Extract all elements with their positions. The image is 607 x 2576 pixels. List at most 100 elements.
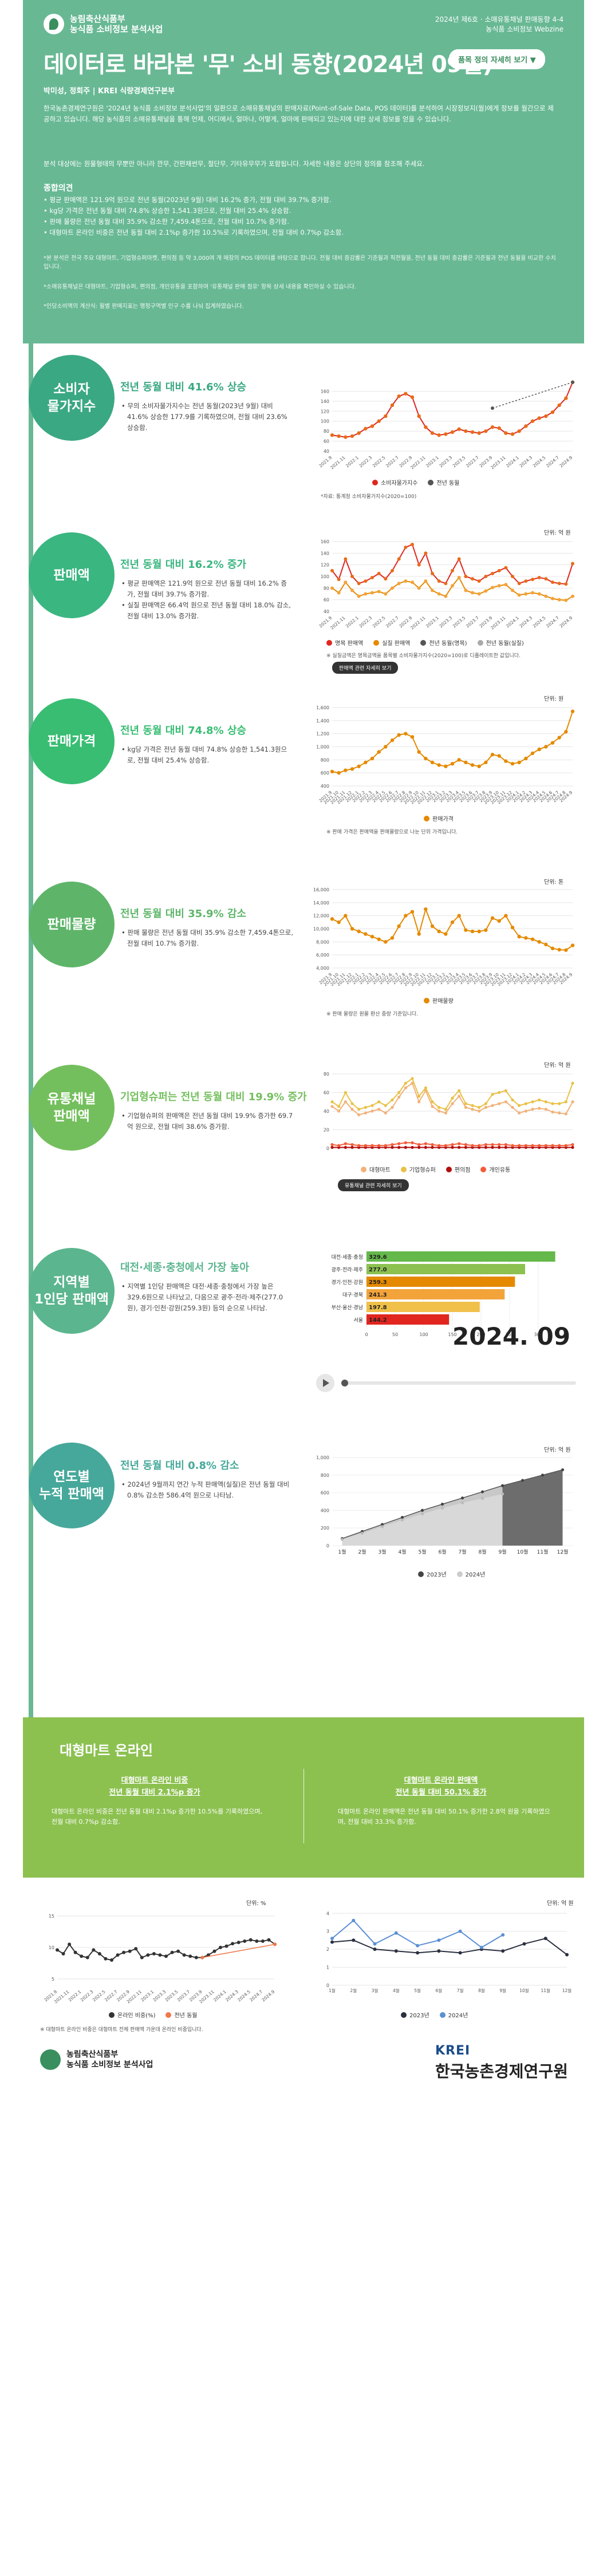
sales-chart[interactable]: 4060801001201401602021.92021.112022.1202… <box>309 538 578 630</box>
cpi-chart[interactable]: 4060801001201401602021.92021.112022.1202… <box>309 378 578 469</box>
krei-logo-en: KREI <box>435 2044 471 2058</box>
legend-label: 대형마트 <box>369 1167 391 1174</box>
legend-item[interactable]: 소비자물가지수 <box>372 478 417 487</box>
legend-item[interactable]: 대형마트 <box>361 1165 391 1174</box>
bar-value-label: 329.6 <box>369 1254 387 1261</box>
data-point <box>391 1145 394 1149</box>
footer-logo-krei[interactable]: KREI 한국농촌경제연구원 <box>435 2044 568 2082</box>
data-point <box>411 1081 414 1085</box>
x-tick-label: 1월 <box>329 1988 336 1993</box>
legend-item[interactable]: 온라인 비중(%) <box>109 2010 155 2019</box>
data-point <box>337 1144 341 1147</box>
sales-note: ※ 실질금액은 명목금액을 품목별 소비자물가지수(2020=100)로 디플레… <box>326 653 521 659</box>
data-point <box>397 733 401 737</box>
data-point <box>397 1142 401 1145</box>
data-point <box>470 929 475 934</box>
data-point <box>571 562 574 566</box>
legend-item[interactable]: 명목 판매액 <box>326 638 363 647</box>
slider-handle[interactable] <box>341 1380 348 1386</box>
header-logo[interactable]: 농림축산식품부 농식품 소비정보 분석사업 <box>44 14 163 34</box>
cumulative-chart[interactable]: 0 200 400 600 800 1,000 1월 2월 3월 4월 5월 6월 7월 8월 9월 10월 1… <box>309 1454 578 1563</box>
legend-item[interactable]: 2024년 <box>456 1570 485 1578</box>
region-label: 광주·전라·제주 <box>332 1266 363 1273</box>
section-body: 무의 소비자물가지수는 전년 동월(2023년 9월) 대비 41.6% 상승한… <box>127 401 293 433</box>
region-bar <box>366 1251 555 1262</box>
data-point <box>497 584 501 588</box>
section-headline: 대전·세종·충청에서 가장 높아 <box>120 1262 249 1274</box>
legend-item[interactable]: 실질 판매액 <box>373 638 410 647</box>
channel-chart[interactable]: 0 20 40 60 80 <box>309 1070 578 1156</box>
legend-item[interactable]: 편의점 <box>446 1165 470 1174</box>
data-point <box>510 761 515 766</box>
legend-item[interactable]: 전년 동월 <box>165 2010 197 2019</box>
data-point <box>397 557 401 561</box>
data-point <box>85 1955 89 1959</box>
legend-item[interactable]: 판매가격 <box>424 814 454 823</box>
data-point <box>390 936 395 940</box>
x-tick-label: 2024.9 <box>558 455 573 468</box>
data-point <box>564 730 568 734</box>
data-point <box>565 1953 569 1957</box>
x-tick-label: 2023.3 <box>152 1989 167 2002</box>
data-point <box>450 920 455 924</box>
data-point <box>464 429 468 433</box>
x-tick-label: 2월 <box>350 1988 357 1993</box>
x-tick-label: 4월 <box>393 1988 400 1993</box>
legend-label: 전년 동월 <box>436 480 460 487</box>
legend-item[interactable]: 판매물량 <box>424 996 454 1005</box>
data-point <box>544 594 548 598</box>
data-point <box>68 1942 72 1946</box>
online-sales-chart[interactable]: 0 1 2 3 4 1월 2월 3월 4월 5월 6월 7월 8월 9월 10월 11월 12월 <box>309 1906 573 2004</box>
legend-item[interactable]: 2023년 <box>401 2010 429 2019</box>
footnote-3: *인당소비액의 계산식: 월별 판매지표는 행정구역별 인구 수를 나눠 집계하… <box>44 303 244 310</box>
channel-legend: 대형마트 기업형슈퍼 편의점 개인유통 <box>361 1165 510 1174</box>
y-tick-label: 4,000 <box>316 966 329 971</box>
data-point <box>464 1143 467 1147</box>
legend-item[interactable]: 2024년 <box>439 2010 468 2019</box>
data-point <box>490 916 495 920</box>
channel-detail-button[interactable]: 유통채널 관련 자세히 보기 <box>338 1179 409 1191</box>
ministry-logo-icon <box>40 2049 61 2070</box>
legend-item[interactable]: 개인유통 <box>480 1165 510 1174</box>
item-definition-button[interactable]: 품목 정의 자세히 보기 ▼ <box>449 49 545 69</box>
legend-item[interactable]: 전년 동월(명목) <box>420 638 467 647</box>
x-tick-label: 6월 <box>436 1988 443 1993</box>
data-point <box>522 1942 526 1946</box>
footer-logo-ministry[interactable]: 농림축산식품부 농식품 소비정보 분석사업 <box>40 2049 153 2070</box>
play-icon[interactable] <box>316 1374 334 1392</box>
x-tick-label: 150 <box>448 1332 456 1337</box>
online-share-legend: 온라인 비중(%) 전년 동월 <box>109 2010 197 2019</box>
data-point <box>558 1144 561 1147</box>
data-point <box>491 1143 494 1147</box>
data-point <box>337 920 341 924</box>
data-point <box>417 563 421 567</box>
legend-item[interactable]: 2023년 <box>418 1570 447 1578</box>
region-bar <box>366 1302 480 1312</box>
data-point <box>571 1145 574 1149</box>
legend-item[interactable]: 전년 동월(실질) <box>477 638 524 647</box>
data-point <box>243 1939 247 1943</box>
data-point <box>450 761 455 766</box>
data-point <box>457 557 461 561</box>
legend-item[interactable]: 전년 동월 <box>428 478 459 487</box>
data-point <box>491 1145 494 1149</box>
legend-item[interactable]: 기업형슈퍼 <box>400 1165 436 1174</box>
section-circle-sales: 판매액 <box>29 532 115 618</box>
time-slider[interactable] <box>341 1381 576 1385</box>
region-bar-chart[interactable]: 0 50 100 150 200 250 300 대전·세종·충청 329.6 광주·전라·제주 2… <box>309 1248 578 1368</box>
legend-label: 전년 동월(실질) <box>486 641 524 647</box>
legend-label: 전년 동월(명목) <box>429 641 467 647</box>
x-tick-label: 100 <box>419 1332 428 1337</box>
online-share-chart[interactable]: 510152021.92021.112022.12022.32022.52022… <box>34 1906 281 2004</box>
data-point <box>511 1144 514 1147</box>
sales-detail-button[interactable]: 판매액 관련 자세히 보기 <box>332 662 399 674</box>
x-tick-label: 2023.1 <box>425 615 440 629</box>
data-point <box>491 1093 494 1096</box>
volume-chart[interactable]: 4,0006,0008,00010,00012,00014,00016,0002… <box>309 886 578 986</box>
data-point <box>471 591 474 595</box>
data-point <box>140 1955 144 1959</box>
y-tick-label: 12,000 <box>313 914 329 919</box>
price-chart[interactable]: 4006008001,0001,2001,4001,6002021.92021.… <box>309 704 578 804</box>
data-point <box>357 582 361 586</box>
online-title: 대형마트 온라인 <box>60 1743 153 1759</box>
